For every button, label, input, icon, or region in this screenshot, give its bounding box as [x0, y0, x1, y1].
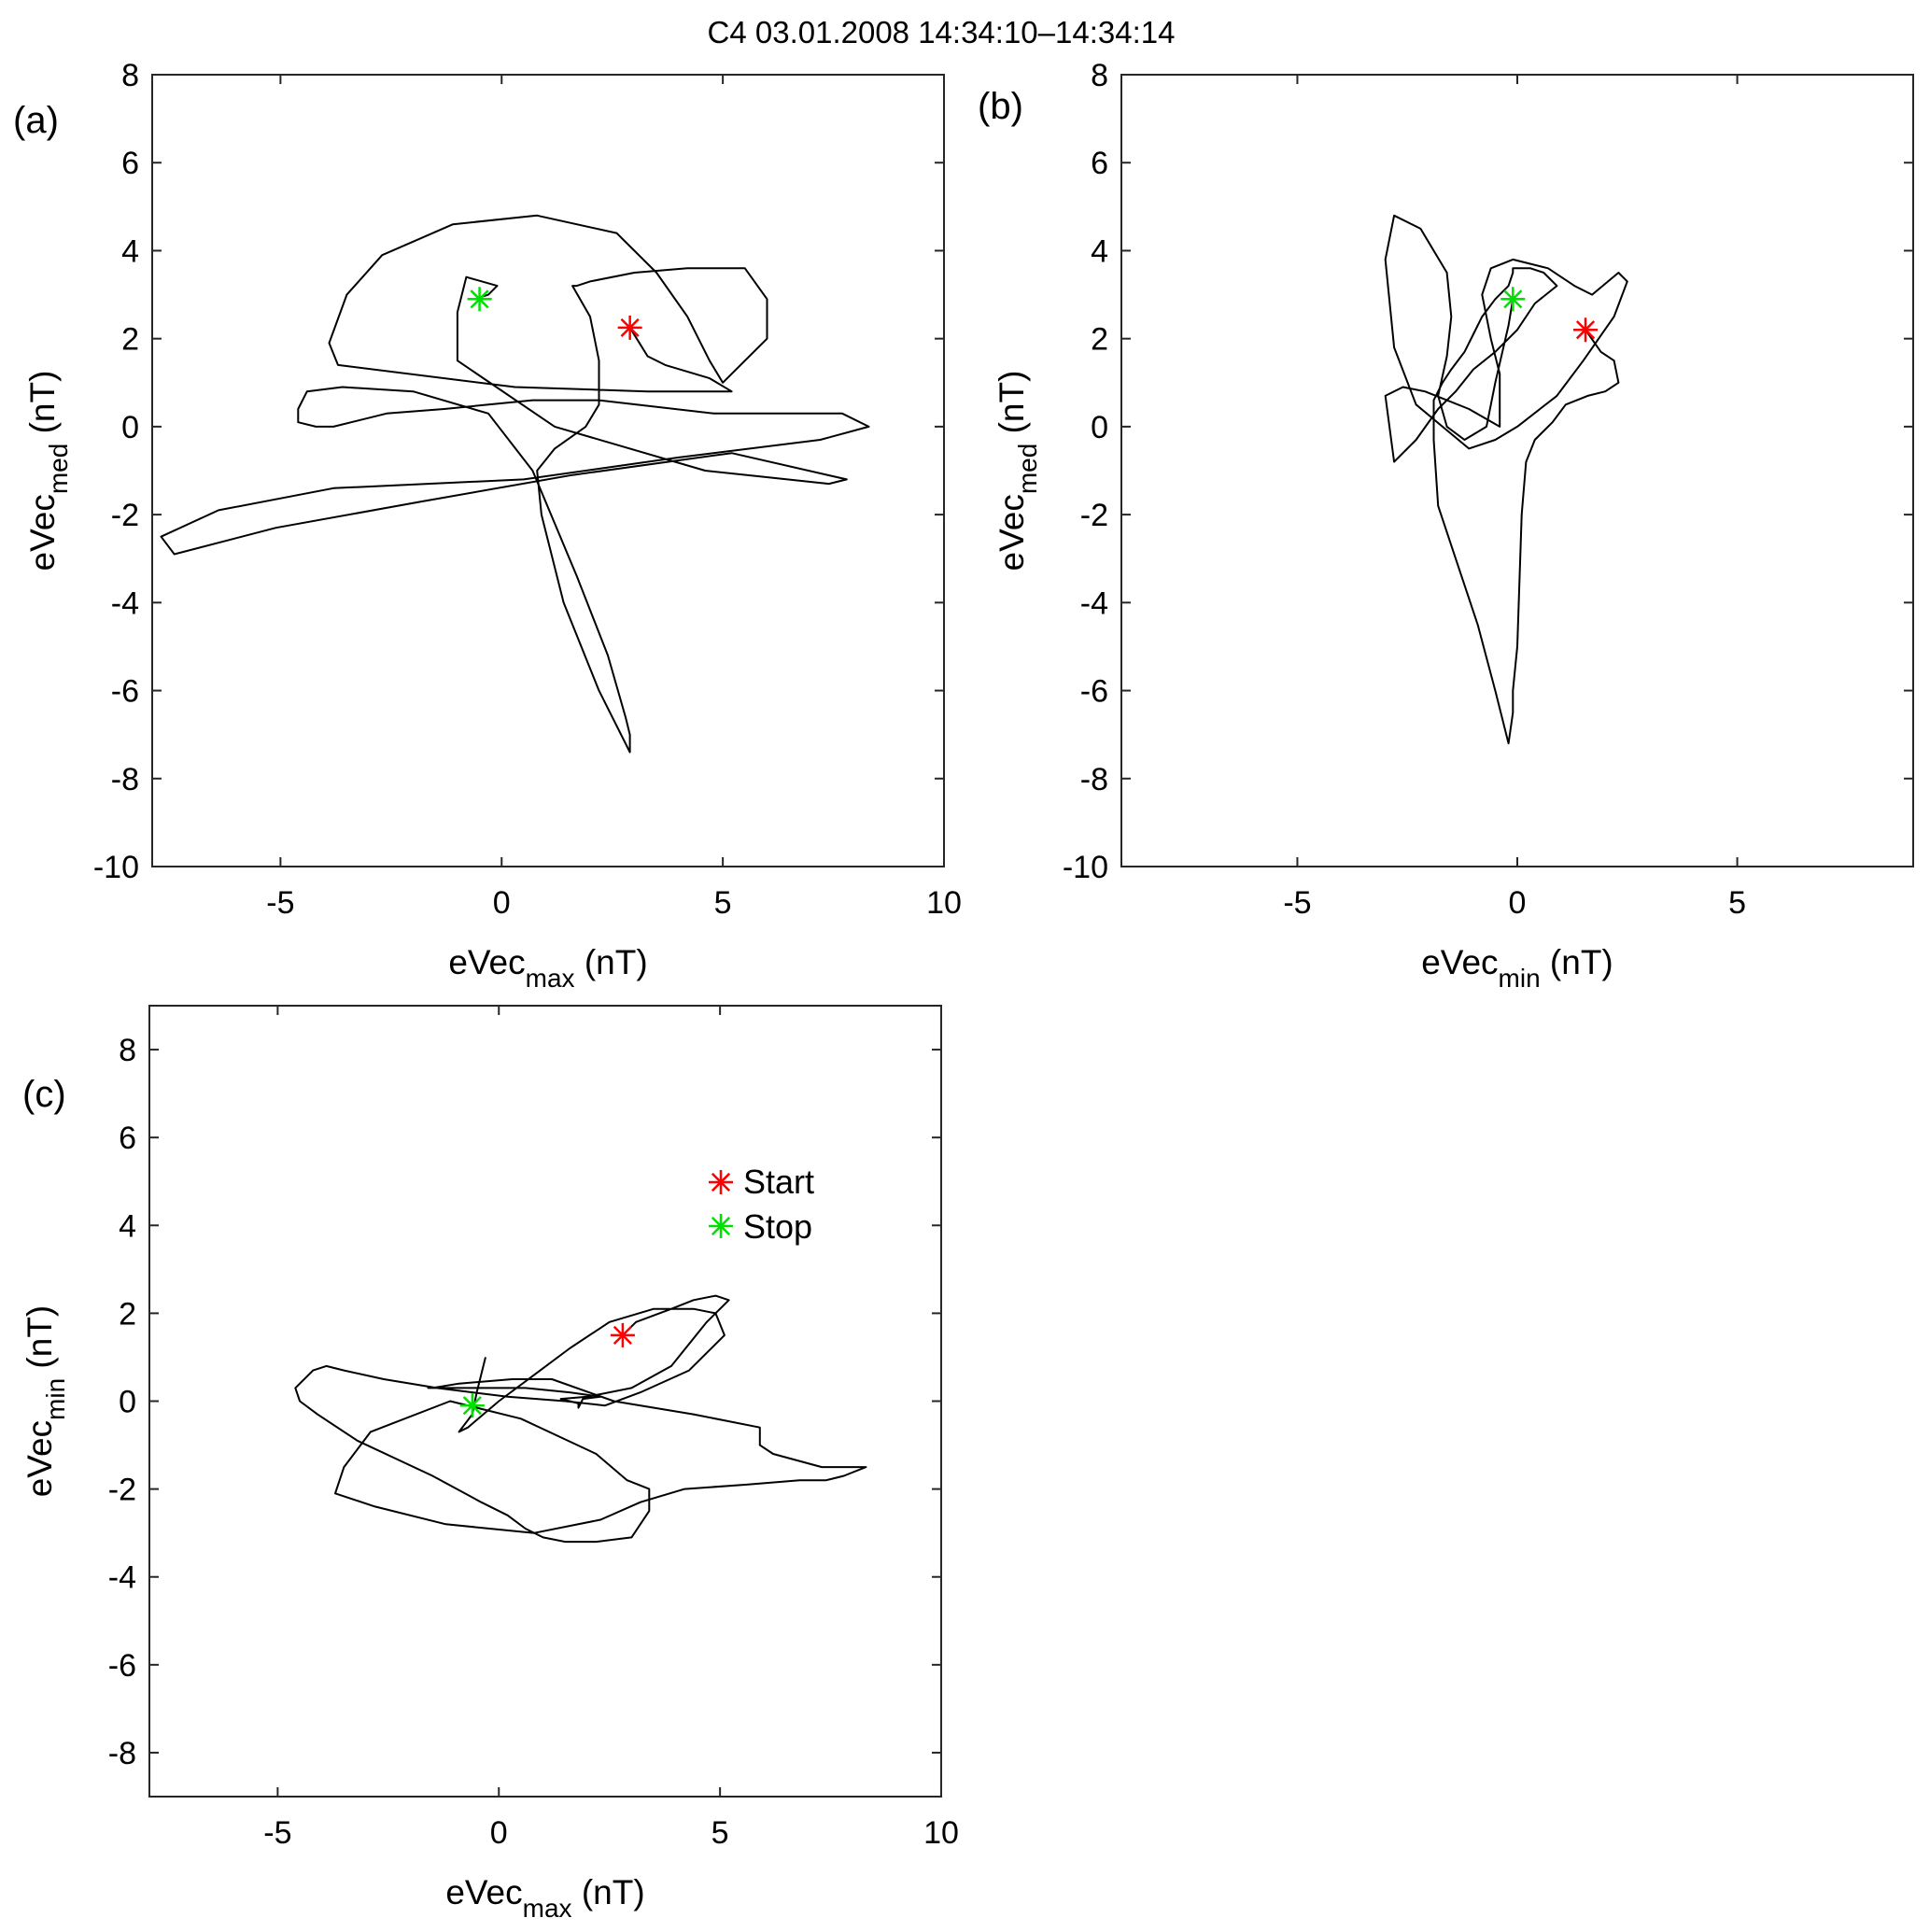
panel-c-xtick-label: 0 — [490, 1815, 508, 1851]
panel-c-xtick-label: 5 — [711, 1815, 729, 1851]
panel-a-ytick-label: -10 — [93, 850, 139, 885]
panel-a-ytick-label: -8 — [111, 762, 139, 797]
panel-b-trajectory — [1384, 214, 1628, 745]
panel-b-ytick-label: 2 — [1091, 322, 1108, 358]
panel-a-tag: (a) — [13, 100, 59, 141]
panel-b-ytick-label: -6 — [1080, 674, 1108, 710]
panel-c-ytick-label: -6 — [108, 1648, 136, 1684]
panel-c-stop-marker — [459, 1393, 485, 1418]
panel-c-ytick-label: 6 — [119, 1121, 136, 1156]
panel-b-xlabel: eVecmin (nT) — [1421, 943, 1613, 993]
panel-b-ytick-label: -4 — [1080, 585, 1108, 621]
panel-c-start-marker — [610, 1322, 635, 1347]
legend-start-star — [709, 1170, 733, 1194]
panel-a-axes: -5 0 5 10 -10 -8 -6 -4 -2 0 2 4 6 8 eVecmax (nT) eVecme… — [23, 58, 962, 993]
figure-title: C4 03.01.2008 14:34:10–14:34:14 — [708, 15, 1176, 49]
panel-c-ytick-label: 4 — [119, 1208, 136, 1244]
legend-start-marker — [709, 1170, 733, 1194]
panel-c-ytick-label: -4 — [108, 1560, 136, 1596]
panel-a-label: (a) — [13, 100, 59, 141]
panel-c-ylabel: eVecmin (nT) — [21, 1305, 70, 1498]
legend-start-label: Start — [743, 1163, 814, 1201]
panel-a-ytick-label: -4 — [111, 585, 139, 621]
panel-c-ytick-label: 2 — [119, 1296, 136, 1332]
panel-c-xtick-label: -5 — [263, 1815, 291, 1851]
panel-a-ylabel: eVecmed (nT) — [23, 371, 73, 571]
panel-a-stop-marker — [467, 287, 492, 312]
panel-c-tag: (c) — [22, 1074, 66, 1115]
panel-a-ytick-label: 4 — [121, 233, 139, 269]
panel-a-xlabel: eVecmax (nT) — [448, 943, 647, 993]
panel-b-tag: (b) — [978, 86, 1023, 127]
panel-c-ytick-label: 8 — [119, 1033, 136, 1068]
panel-b-axes: -5 0 5 -10 -8 -6 -4 -2 0 2 4 6 8 eVecmin (nT) eVecmed … — [993, 58, 1914, 993]
legend-stop-label: Stop — [743, 1207, 812, 1246]
panel-a-trajectory — [160, 214, 870, 754]
legend-stop-star — [709, 1214, 733, 1238]
panel-c-ytick-label: -2 — [108, 1473, 136, 1508]
panel-b-xtick-label: 5 — [1728, 885, 1746, 921]
panel-a-xtick-label: 5 — [714, 885, 732, 921]
panel-c-ytick-label: 0 — [119, 1385, 136, 1420]
legend: Start Stop — [709, 1163, 814, 1246]
panel-c-xtick-label: 10 — [923, 1815, 959, 1851]
panel-a-ytick-label: 8 — [121, 58, 139, 93]
panel-b-ytick-label: -8 — [1080, 762, 1108, 797]
panel-c-trajectory — [294, 1294, 867, 1544]
panel-a-ytick-label: 6 — [121, 146, 139, 181]
panel-b-ytick-label: 8 — [1091, 58, 1108, 93]
panel-b-xtick-label: -5 — [1283, 885, 1311, 921]
panel-c-axes: -5 0 5 10 -8 -6 -4 -2 0 2 4 6 8 eVecmax (nT) eVecmin (… — [21, 1005, 959, 1923]
panel-b-stop-marker — [1500, 287, 1526, 312]
panel-c-xlabel: eVecmax (nT) — [445, 1873, 644, 1923]
panel-b-xtick-label: 0 — [1509, 885, 1527, 921]
panel-a-ytick-label: 2 — [121, 322, 139, 358]
panel-b-ytick-label: -2 — [1080, 498, 1108, 533]
panel-a-ytick-label: -6 — [111, 674, 139, 710]
panel-c-frame — [148, 1005, 942, 1798]
panel-b-label: (b) — [978, 86, 1023, 127]
panel-b-ylabel: eVecmed (nT) — [993, 371, 1042, 571]
panel-a-xtick-label: 10 — [926, 885, 962, 921]
panel-a-ytick-label: 0 — [121, 410, 139, 445]
panel-b-start-marker — [1573, 317, 1599, 343]
panel-b-ytick-label: 6 — [1091, 146, 1108, 181]
panel-b-ytick-label: -10 — [1063, 850, 1108, 885]
panel-a-xtick-label: 0 — [493, 885, 511, 921]
legend-stop-marker — [709, 1214, 733, 1238]
panel-c-label: (c) — [22, 1074, 66, 1115]
panel-b-ytick-label: 0 — [1091, 410, 1108, 445]
panel-a-start-marker — [617, 315, 642, 340]
panel-b-frame — [1120, 74, 1914, 867]
panel-a-xtick-label: -5 — [266, 885, 294, 921]
panel-b-ytick-label: 4 — [1091, 233, 1108, 269]
panel-c-ytick-label: -8 — [108, 1736, 136, 1771]
panel-a-frame — [151, 74, 945, 867]
panel-a-ytick-label: -2 — [111, 498, 139, 533]
